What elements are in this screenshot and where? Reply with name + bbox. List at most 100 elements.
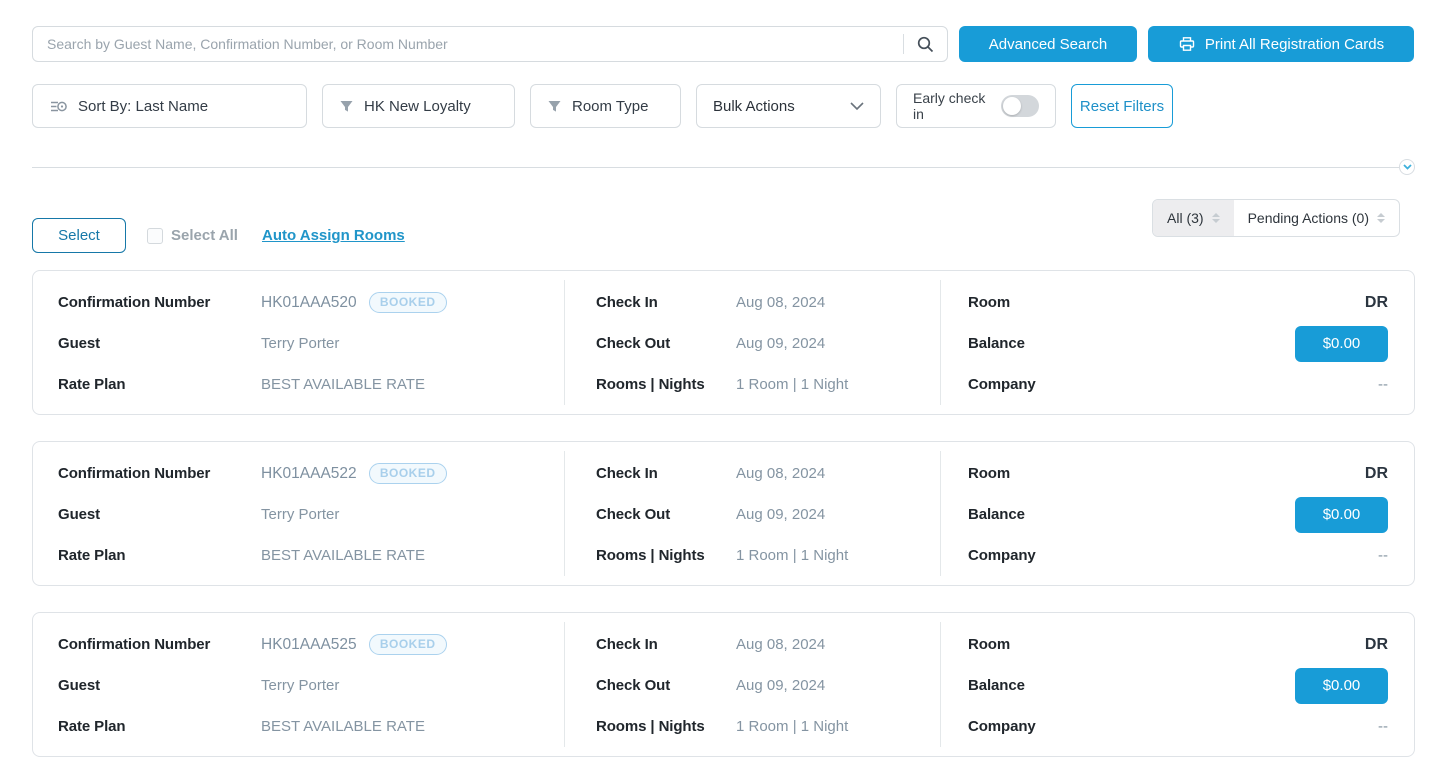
balance-label: Balance [968, 335, 1025, 352]
card-identity-column: Confirmation Number HK01AAA525 BOOKED Gu… [33, 613, 564, 756]
balance-row: Balance $0.00 [968, 665, 1388, 706]
search-box[interactable] [32, 26, 948, 62]
check-in-row: Check In Aug 08, 2024 [596, 282, 940, 323]
rate-plan-value: BEST AVAILABLE RATE [261, 718, 425, 735]
sort-by-label: Sort By: Last Name [78, 97, 209, 115]
status-badge: BOOKED [368, 292, 447, 313]
early-check-in-toggle[interactable] [1001, 95, 1039, 117]
check-in-row: Check In Aug 08, 2024 [596, 453, 940, 494]
sort-by-dropdown[interactable]: Sort By: Last Name [32, 84, 307, 128]
tab-pending-actions[interactable]: Pending Actions (0) [1234, 200, 1399, 236]
card-stay-column: Check In Aug 08, 2024 Check Out Aug 09, … [565, 613, 940, 756]
card-billing-column: Room DR Balance $0.00 Company -- [941, 271, 1414, 414]
check-out-label: Check Out [596, 506, 671, 523]
advanced-search-button[interactable]: Advanced Search [959, 26, 1137, 62]
toggle-knob [1003, 97, 1021, 115]
select-button[interactable]: Select [32, 218, 126, 253]
balance-label: Balance [968, 506, 1025, 523]
balance-button[interactable]: $0.00 [1295, 667, 1388, 704]
room-row: Room DR [968, 624, 1388, 665]
balance-row: Balance $0.00 [968, 323, 1388, 364]
divider-line [32, 167, 1399, 168]
sort-icon [49, 97, 68, 116]
check-in-value: Aug 08, 2024 [736, 294, 826, 311]
confirmation-number-row: Confirmation Number HK01AAA522 BOOKED [58, 453, 564, 494]
guest-label: Guest [58, 335, 101, 352]
sorter-icon[interactable] [1211, 213, 1220, 223]
filter-funnel-icon [339, 99, 354, 114]
auto-assign-rooms-link[interactable]: Auto Assign Rooms [261, 227, 405, 244]
check-out-value: Aug 09, 2024 [736, 677, 826, 694]
company-label: Company [968, 718, 1036, 735]
confirmation-number-label: Confirmation Number [58, 465, 211, 482]
company-row: Company -- [968, 535, 1388, 576]
room-type-filter-dropdown[interactable]: Room Type [530, 84, 681, 128]
guest-row: Guest Terry Porter [58, 494, 564, 535]
guest-row: Guest Terry Porter [58, 323, 564, 364]
sorter-icon[interactable] [1377, 213, 1385, 223]
check-out-value: Aug 09, 2024 [736, 506, 826, 523]
reservation-card[interactable]: Confirmation Number HK01AAA520 BOOKED Gu… [32, 270, 1415, 415]
reservation-card[interactable]: Confirmation Number HK01AAA525 BOOKED Gu… [32, 612, 1415, 757]
balance-label: Balance [968, 677, 1025, 694]
card-billing-column: Room DR Balance $0.00 Company -- [941, 613, 1414, 756]
status-badge: BOOKED [368, 463, 447, 484]
card-column-divider [940, 280, 941, 405]
reset-filters-button[interactable]: Reset Filters [1071, 84, 1173, 128]
loyalty-filter-dropdown[interactable]: HK New Loyalty [322, 84, 515, 128]
guest-value: Terry Porter [261, 335, 340, 352]
check-in-value: Aug 08, 2024 [736, 465, 826, 482]
rate-plan-label: Rate Plan [58, 718, 126, 735]
balance-button[interactable]: $0.00 [1295, 325, 1388, 362]
room-label: Room [968, 294, 1011, 311]
company-row: Company -- [968, 706, 1388, 747]
card-identity-column: Confirmation Number HK01AAA520 BOOKED Gu… [33, 271, 564, 414]
reservation-card[interactable]: Confirmation Number HK01AAA522 BOOKED Gu… [32, 441, 1415, 586]
guest-row: Guest Terry Porter [58, 665, 564, 706]
confirmation-number-label: Confirmation Number [58, 636, 211, 653]
card-column-divider [564, 451, 565, 576]
card-column-divider [940, 622, 941, 747]
room-value: DR [1364, 293, 1388, 311]
bulk-actions-label: Bulk Actions [713, 97, 795, 115]
print-all-registration-cards-button[interactable]: Print All Registration Cards [1148, 26, 1414, 62]
tab-all[interactable]: All (3) [1153, 200, 1234, 236]
printer-icon [1178, 35, 1196, 53]
guest-label: Guest [58, 506, 101, 523]
check-in-value: Aug 08, 2024 [736, 636, 826, 653]
confirmation-number-value: HK01AAA525 [261, 636, 357, 653]
confirmation-number-row: Confirmation Number HK01AAA525 BOOKED [58, 624, 564, 665]
select-all-checkbox[interactable] [147, 227, 163, 244]
card-identity-column: Confirmation Number HK01AAA522 BOOKED Gu… [33, 442, 564, 585]
section-divider [32, 159, 1415, 175]
check-out-label: Check Out [596, 677, 671, 694]
room-row: Room DR [968, 453, 1388, 494]
check-out-row: Check Out Aug 09, 2024 [596, 323, 940, 364]
rooms-nights-label: Rooms | Nights [596, 376, 705, 393]
collapse-filters-button[interactable] [1399, 159, 1415, 175]
company-value: -- [1378, 718, 1388, 735]
search-icon[interactable] [916, 35, 935, 54]
card-stay-column: Check In Aug 08, 2024 Check Out Aug 09, … [565, 442, 940, 585]
rate-plan-value: BEST AVAILABLE RATE [261, 547, 425, 564]
check-in-row: Check In Aug 08, 2024 [596, 624, 940, 665]
tab-all-label: All (3) [1167, 210, 1204, 226]
bulk-actions-dropdown[interactable]: Bulk Actions [696, 84, 881, 128]
room-value: DR [1364, 635, 1388, 653]
rate-plan-row: Rate Plan BEST AVAILABLE RATE [58, 364, 564, 405]
card-stay-column: Check In Aug 08, 2024 Check Out Aug 09, … [565, 271, 940, 414]
balance-button[interactable]: $0.00 [1295, 496, 1388, 533]
rooms-nights-label: Rooms | Nights [596, 547, 705, 564]
loyalty-filter-label: HK New Loyalty [364, 97, 471, 115]
search-input[interactable] [47, 36, 895, 52]
guest-value: Terry Porter [261, 506, 340, 523]
top-bar: Advanced Search Print All Registration C… [32, 26, 1414, 62]
check-out-row: Check Out Aug 09, 2024 [596, 665, 940, 706]
select-all-control[interactable]: Select All [147, 227, 238, 244]
advanced-search-label: Advanced Search [988, 35, 1108, 53]
room-label: Room [968, 636, 1011, 653]
card-column-divider [564, 280, 565, 405]
room-row: Room DR [968, 282, 1388, 323]
rate-plan-label: Rate Plan [58, 547, 126, 564]
rooms-nights-row: Rooms | Nights 1 Room | 1 Night [596, 364, 940, 405]
